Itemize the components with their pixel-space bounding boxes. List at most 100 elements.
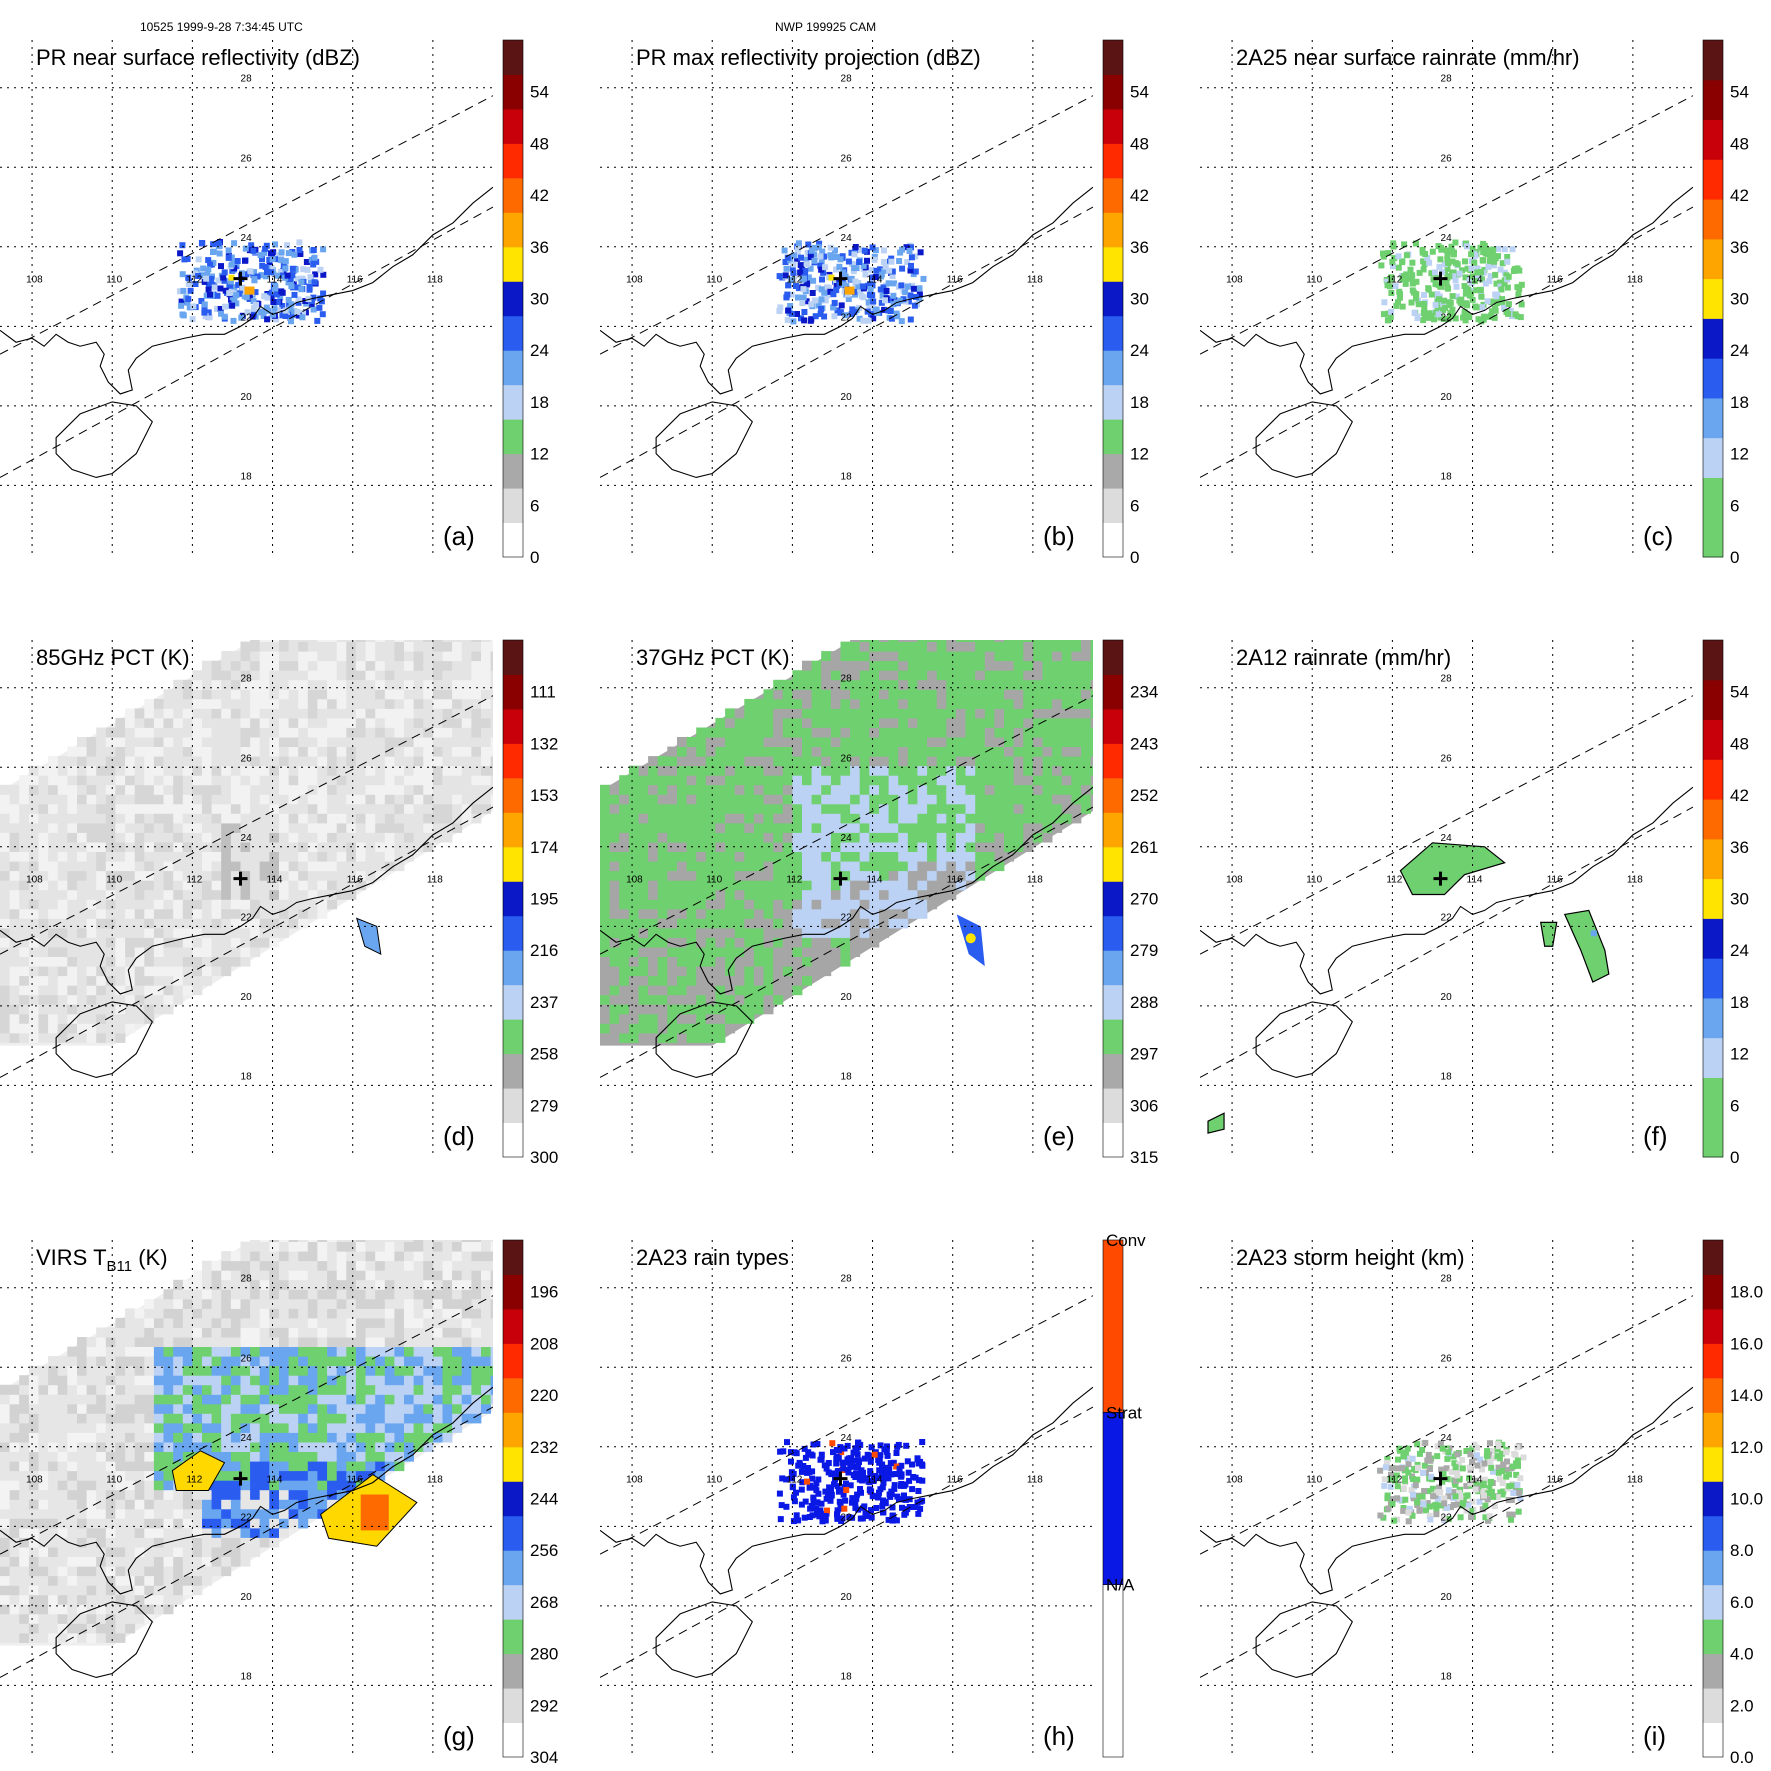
data-cell: [105, 746, 116, 757]
data-cell: [57, 947, 68, 957]
data-cell: [442, 640, 453, 642]
data-cell: [134, 1394, 145, 1405]
data-cell: [1004, 717, 1014, 728]
rain-pixel: [1469, 245, 1476, 252]
data-cell: [619, 803, 630, 814]
data-cell: [763, 851, 774, 862]
data-cell: [753, 956, 764, 967]
data-cell: [221, 737, 232, 747]
data-cell: [773, 822, 784, 833]
data-cell: [57, 956, 68, 967]
data-cell: [288, 832, 299, 843]
data-cell: [9, 1604, 20, 1615]
panel-title: 2A12 rainrate (mm/hr): [1236, 645, 1451, 670]
data-cell: [134, 1432, 145, 1443]
data-cell: [365, 746, 376, 757]
data-cell: [163, 717, 174, 728]
data-cell: [173, 842, 184, 852]
data-cell: [67, 1451, 78, 1462]
data-cell: [0, 1432, 10, 1443]
data-cell: [628, 937, 639, 948]
data-cell: [230, 947, 241, 957]
data-cell: [19, 937, 30, 948]
data-cell: [927, 651, 938, 662]
data-cell: [346, 679, 357, 690]
data-cell: [221, 698, 232, 709]
data-cell: [936, 708, 947, 719]
data-cell: [346, 640, 357, 642]
data-cell: [153, 956, 164, 967]
rain-pixel: [804, 261, 811, 268]
data-cell: [917, 822, 928, 833]
data-cell: [763, 918, 774, 929]
rain-pixel: [817, 253, 824, 260]
data-cell: [879, 727, 889, 738]
data-cell: [125, 1623, 136, 1634]
data-cell: [317, 822, 328, 833]
data-cell: [57, 765, 68, 776]
data-cell: [279, 784, 289, 795]
data-cell: [782, 880, 793, 891]
data-cell: [442, 813, 453, 824]
data-cell: [394, 775, 405, 786]
data-cell: [1061, 717, 1072, 728]
data-cell: [259, 832, 270, 843]
data-cell: [1042, 698, 1053, 709]
data-cell: [96, 1480, 107, 1491]
data-cell: [725, 851, 736, 862]
colorbar-tick-label: 18: [1130, 393, 1149, 412]
data-cell: [1004, 698, 1014, 709]
colorbar-segment: [1103, 915, 1123, 951]
data-cell: [667, 994, 678, 1005]
data-cell: [888, 775, 899, 786]
colorbar-tick-label: 54: [1130, 83, 1149, 102]
data-cell: [763, 1004, 774, 1015]
lon-tick-label: 114: [867, 275, 883, 286]
data-cell: [1081, 689, 1091, 700]
data-cell: [173, 708, 184, 719]
rain-pixel: [271, 287, 278, 294]
data-cell: [77, 1489, 87, 1500]
data-cell: [394, 813, 405, 824]
data-cell: [609, 927, 620, 938]
data-cell: [705, 756, 716, 767]
data-cell: [259, 746, 270, 757]
data-cell: [677, 937, 687, 948]
rain-pixel: [317, 266, 324, 273]
data-cell: [134, 794, 145, 805]
colorbar-segment: [1703, 119, 1723, 160]
data-cell: [211, 889, 222, 900]
rain-pixel: [221, 269, 228, 276]
data-cell: [163, 1451, 174, 1462]
data-cell: [77, 1470, 87, 1481]
data-cell: [67, 947, 78, 957]
data-cell: [927, 641, 938, 652]
data-cell: [67, 975, 78, 986]
data-cell: [19, 1004, 30, 1015]
data-cell: [77, 746, 87, 757]
rain-pixel: [1489, 308, 1496, 315]
data-cell: [134, 1499, 145, 1510]
colorbar-segment: [503, 640, 523, 675]
data-cell: [202, 813, 212, 824]
lat-tick-label: 22: [1441, 912, 1453, 923]
data-cell: [211, 822, 222, 833]
data-cell: [628, 880, 639, 891]
rain-pixel: [1449, 249, 1456, 255]
data-cell: [144, 908, 155, 919]
data-cell: [279, 670, 289, 681]
data-cell: [994, 861, 1005, 872]
data-cell: [28, 975, 39, 986]
data-cell: [490, 708, 493, 719]
data-cell: [0, 956, 10, 967]
data-cell: [677, 765, 687, 776]
data-cell: [792, 698, 803, 709]
data-cell: [259, 880, 270, 891]
data-cell: [327, 842, 338, 852]
data-cell: [163, 746, 174, 757]
data-cell: [0, 899, 10, 910]
data-cell: [1052, 727, 1063, 738]
data-cell: [452, 784, 463, 795]
data-cell: [38, 1556, 49, 1567]
